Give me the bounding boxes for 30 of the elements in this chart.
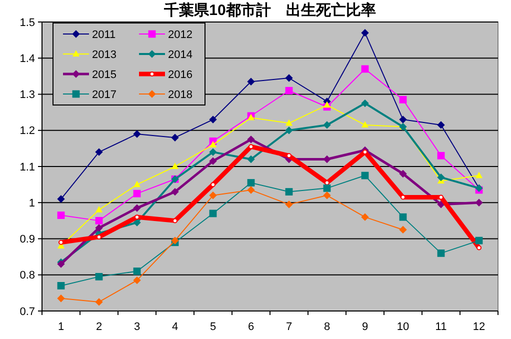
y-tick-label: 1.1 [20,161,35,174]
chart-title: 千葉県10都市計 出生死亡比率 [163,1,376,19]
x-tick-label: 8 [324,321,330,333]
x-tick-label: 5 [210,321,216,333]
legend-label: 2012 [168,28,192,41]
legend-label: 2014 [168,48,192,61]
x-tick-label: 6 [248,321,254,333]
y-tick-label: 1.2 [20,125,35,138]
y-tick-label: 0.7 [20,306,35,318]
legend-label: 2015 [92,68,116,81]
legend-label: 2013 [92,48,116,61]
legend-label: 2011 [92,28,116,41]
x-tick-label: 3 [134,321,140,333]
y-tick-label: 1.4 [20,52,35,65]
y-tick-label: 1 [28,197,35,210]
x-tick-label: 11 [435,321,447,333]
legend-label: 2018 [168,88,192,101]
x-tick-label: 1 [58,321,64,333]
x-tick-label: 9 [362,321,368,333]
y-tick-label: 1.3 [20,89,35,102]
legend-label: 2017 [92,88,116,101]
x-tick-label: 7 [286,321,292,333]
y-tick-label: 1.5 [20,16,35,29]
x-tick-label: 12 [472,321,486,333]
y-tick-label: 0.8 [20,270,35,282]
y-tick-label: 0.9 [20,234,35,246]
x-tick-label: 2 [96,321,102,333]
legend-label: 2016 [168,68,192,81]
x-tick-label: 4 [172,321,178,333]
x-tick-label: 10 [396,321,410,333]
